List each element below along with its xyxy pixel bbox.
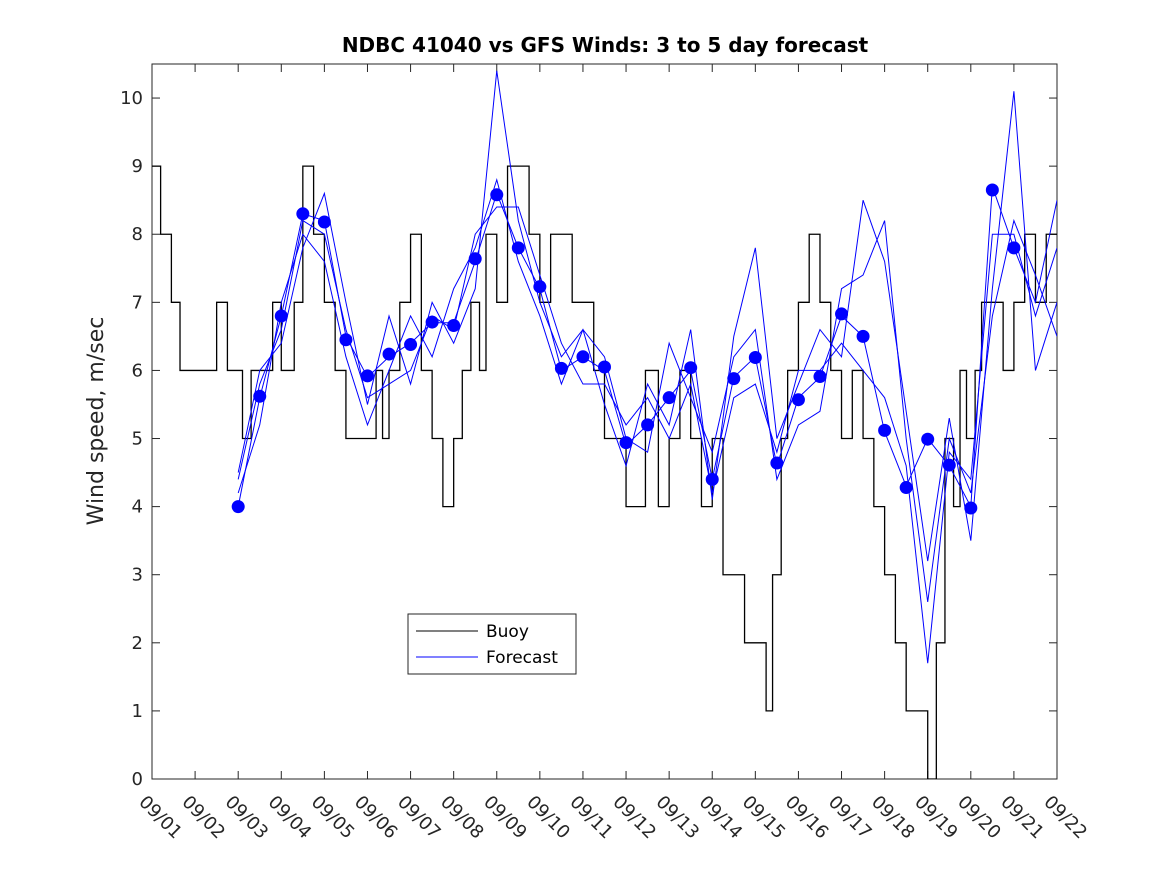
y-tick-label: 7 xyxy=(132,292,143,313)
legend-buoy-label: Buoy xyxy=(486,622,529,642)
y-tick-label: 3 xyxy=(132,565,143,586)
forecast-point xyxy=(404,338,418,352)
forecast-series-line-4 xyxy=(237,206,1057,664)
forecast-point xyxy=(339,333,353,347)
forecast-point xyxy=(856,329,870,343)
y-tick-label: 2 xyxy=(132,633,143,654)
y-tick-label: 10 xyxy=(120,88,143,109)
forecast-point xyxy=(791,393,805,407)
y-tick-label: 8 xyxy=(132,224,143,245)
forecast-point xyxy=(641,418,655,432)
y-tick-label: 9 xyxy=(132,156,143,177)
forecast-point xyxy=(985,183,999,197)
forecast-point xyxy=(360,369,374,383)
forecast-point xyxy=(576,350,590,364)
forecast-point xyxy=(253,389,267,403)
forecast-point xyxy=(662,391,676,405)
forecast-point xyxy=(770,456,784,470)
forecast-point xyxy=(382,347,396,361)
forecast-point xyxy=(727,372,741,386)
forecast-point xyxy=(748,350,762,364)
forecast-point xyxy=(231,500,245,514)
y-tick-label: 1 xyxy=(132,701,143,722)
forecast-point xyxy=(942,458,956,472)
legend-box xyxy=(407,613,577,675)
forecast-point xyxy=(296,207,310,221)
y-tick-label: 4 xyxy=(132,497,143,518)
forecast-point xyxy=(705,472,719,486)
chart-title: NDBC 41040 vs GFS Winds: 3 to 5 day fore… xyxy=(342,33,869,57)
forecast-point xyxy=(619,436,633,450)
forecast-point xyxy=(554,361,568,375)
forecast-point xyxy=(878,423,892,437)
forecast-point xyxy=(511,241,525,255)
forecast-point xyxy=(468,252,482,266)
forecast-point xyxy=(447,318,461,332)
forecast-point xyxy=(835,307,849,321)
y-tick-label: 6 xyxy=(132,360,143,381)
plot-area: 01234567891009/0109/0209/0309/0409/0509/… xyxy=(120,63,1091,843)
forecast-point xyxy=(684,361,698,375)
forecast-point xyxy=(813,370,827,384)
legend: Buoy Forecast xyxy=(407,613,577,675)
legend-forecast-label: Forecast xyxy=(486,648,558,668)
forecast-point xyxy=(425,315,439,329)
forecast-point xyxy=(317,215,331,229)
forecast-point xyxy=(533,280,547,294)
forecast-point xyxy=(1007,241,1021,255)
y-tick-label: 5 xyxy=(132,429,143,450)
y-tick-label: 0 xyxy=(132,769,143,790)
forecast-point xyxy=(964,501,978,515)
forecast-series-line-3 xyxy=(237,177,1057,603)
forecast-point xyxy=(490,188,504,202)
y-axis-label: Wind speed, m/sec xyxy=(84,317,109,526)
forecast-point xyxy=(598,360,611,374)
forecast-point xyxy=(899,481,913,495)
forecast-point xyxy=(274,309,288,323)
forecast-series-line-2 xyxy=(237,70,1057,562)
forecast-point xyxy=(921,432,935,446)
